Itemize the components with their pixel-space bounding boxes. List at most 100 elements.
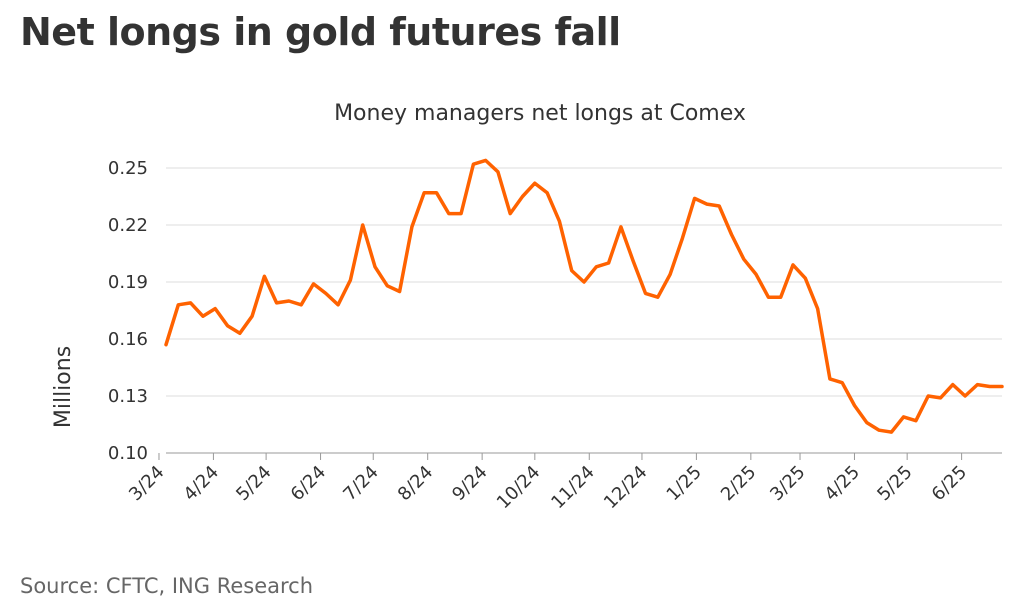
data-point [914,419,917,422]
x-tick-label: 6/25 [928,462,971,505]
data-point [767,296,770,299]
data-point [201,315,204,318]
data-point [841,381,844,384]
data-point [902,415,905,418]
y-tick-labels: 0.10 0.13 0.16 0.19 0.22 0.25 [108,158,148,464]
x-tick-label: 7/24 [339,462,382,505]
series-line [164,158,1004,434]
x-tick-label: 9/24 [448,462,491,505]
data-point [533,182,536,185]
x-tick-label: 2/25 [717,462,760,505]
data-point [607,262,610,265]
x-tick-label: 4/24 [180,462,223,505]
data-point [177,303,180,306]
data-point [755,273,758,276]
x-tick-label: 4/25 [821,462,864,505]
data-point [251,315,254,318]
x-tick-label: 1/25 [663,462,706,505]
chart-container: Money managers net longs at Comex Millio… [0,80,1024,550]
data-point [189,301,192,304]
data-point [263,275,266,278]
data-point [324,292,327,295]
data-point [570,269,573,272]
x-tick-label: 12/24 [600,462,652,514]
data-point [693,197,696,200]
data-point [742,258,745,261]
data-point [804,277,807,280]
x-tick-label: 6/24 [287,462,330,505]
data-point [878,429,881,432]
y-tick-label: 0.25 [108,158,148,179]
data-point [165,343,168,346]
data-point [927,395,930,398]
data-point [472,163,475,166]
data-point [656,296,659,299]
x-tick-labels: 3/24 4/24 5/24 6/24 7/24 8/24 9/24 10/24 11/24 12… [125,462,971,514]
y-tick-label: 0.16 [108,329,148,350]
x-tick-label: 10/24 [493,462,545,514]
y-tick-label: 0.22 [108,215,148,236]
data-point [312,282,315,285]
data-point [718,205,721,208]
data-point [226,324,229,327]
data-point [644,292,647,295]
data-point [337,303,340,306]
data-point [853,404,856,407]
data-point [583,281,586,284]
data-point [300,303,303,306]
data-point [669,273,672,276]
line-chart: Money managers net longs at Comex Millio… [51,101,1004,514]
source-note: Source: CFTC, ING Research [20,574,314,598]
chart-title: Money managers net longs at Comex [334,101,746,126]
data-point [705,203,708,206]
data-point [976,383,979,386]
y-axis-label: Millions [51,346,76,428]
data-point [730,233,733,236]
data-point [509,212,512,215]
data-point [988,385,991,388]
data-point [214,307,217,310]
data-point [632,260,635,263]
data-point [951,383,954,386]
data-point [816,307,819,310]
data-point [435,191,438,194]
data-point [1001,385,1004,388]
x-tick-label: 5/25 [873,462,916,505]
data-point [619,225,622,228]
data-point [361,224,364,227]
data-point [792,263,795,266]
data-point [374,265,377,268]
data-point [964,395,967,398]
data-point [447,212,450,215]
data-point [423,191,426,194]
data-point [460,212,463,215]
data-point [681,237,684,240]
data-point [275,301,278,304]
data-point [386,284,389,287]
data-point [558,220,561,223]
grid-lines [158,167,1002,460]
data-point [410,225,413,228]
data-point [521,195,524,198]
x-tick-label: 5/24 [232,462,275,505]
data-point [546,191,549,194]
data-point [890,431,893,434]
x-tick-label: 11/24 [547,462,599,514]
data-point [779,296,782,299]
page-headline: Net longs in gold futures fall [20,10,621,54]
data-point [238,332,241,335]
data-point [828,377,831,380]
x-tick-label: 3/25 [766,462,809,505]
y-tick-label: 0.10 [108,443,148,464]
data-point [865,421,868,424]
data-point [595,265,598,268]
x-tick-label: 3/24 [125,462,168,505]
data-point [287,300,290,303]
data-point [349,279,352,282]
y-tick-label: 0.13 [108,386,148,407]
y-tick-label: 0.19 [108,272,148,293]
series-layer [164,158,1004,434]
data-point [484,159,487,162]
data-point [939,396,942,399]
x-tick-label: 8/24 [394,462,437,505]
